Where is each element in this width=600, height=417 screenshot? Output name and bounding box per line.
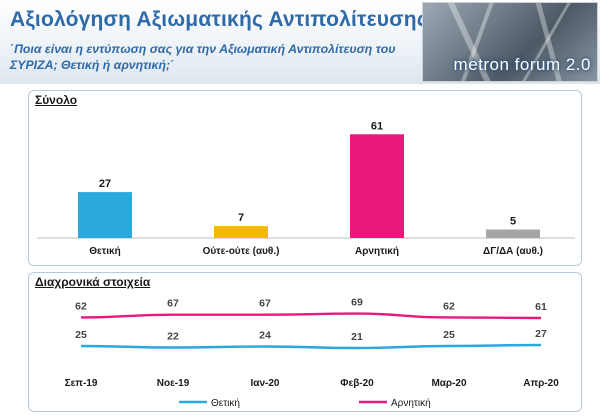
bar [78, 192, 132, 238]
bar-value-label: 61 [371, 120, 383, 132]
x-tick-label: Μαρ-20 [431, 378, 467, 389]
total-panel: Σύνολο 27 Θετική 7 Ούτε-ούτε (αυθ.) 61 Αρνητι… [28, 90, 582, 266]
point-value-label: 25 [75, 329, 87, 341]
point-value-label: 62 [75, 300, 87, 312]
total-panel-title: Σύνολο [35, 93, 78, 107]
header: Αξιολόγηση Αξιωματικής Αντιπολίτευσης ΄Π… [0, 0, 600, 84]
bar-category-label: Αρνητική [355, 246, 399, 257]
bar-value-label: 27 [99, 178, 111, 190]
bar-chart: 27 Θετική 7 Ούτε-ούτε (αυθ.) 61 Αρνητική 5 ΔΓ/Δ… [37, 120, 575, 257]
brand-logo: metron forum 2.0 [422, 2, 598, 82]
bar-category-label: ΔΓ/ΔΑ (αυθ.) [483, 246, 543, 257]
x-tick-label: Σεπ-19 [65, 378, 98, 389]
legend-label: Θετική [211, 397, 240, 409]
bar-value-label: 7 [238, 212, 244, 224]
x-tick-label: Νοε-19 [157, 378, 190, 389]
point-value-label: 24 [259, 330, 271, 342]
bar [486, 229, 540, 238]
point-value-label: 25 [443, 329, 455, 341]
brand-name: metron forum 2.0 [453, 55, 591, 74]
point-value-label: 67 [259, 298, 271, 310]
bar [350, 134, 404, 238]
x-tick-label: Απρ-20 [523, 378, 559, 389]
point-value-label: 21 [351, 331, 363, 343]
x-tick-label: Φεβ-20 [340, 378, 374, 389]
series-line [80, 343, 542, 350]
line-chart: 25 22 24 21 25 27 62 67 67 69 62 61 Σεπ-19 Νοε-19 Ιαν-… [65, 297, 560, 409]
point-value-label: 69 [351, 297, 363, 309]
bar-category-label: Θετική [89, 246, 120, 257]
trend-panel-title: Διαχρονικά στοιχεία [35, 275, 151, 289]
point-value-label: 62 [443, 300, 455, 312]
legend-label: Αρνητική [391, 397, 431, 409]
bar-category-label: Ούτε-ούτε (αυθ.) [203, 246, 280, 257]
series-line [80, 312, 542, 320]
point-value-label: 27 [535, 328, 547, 340]
trend-panel: Διαχρονικά στοιχεία 25 22 24 21 25 27 62 67 67 69… [28, 272, 582, 412]
point-value-label: 61 [535, 301, 547, 313]
x-tick-label: Ιαν-20 [251, 378, 280, 389]
bar-value-label: 5 [510, 216, 516, 228]
page-subtitle: ΄Ποια είναι η εντύπωση σας για την Αξιωμ… [10, 42, 396, 72]
bar [214, 226, 268, 238]
page-title: Αξιολόγηση Αξιωματικής Αντιπολίτευσης [10, 8, 428, 31]
point-value-label: 67 [167, 298, 179, 310]
point-value-label: 22 [167, 331, 179, 343]
